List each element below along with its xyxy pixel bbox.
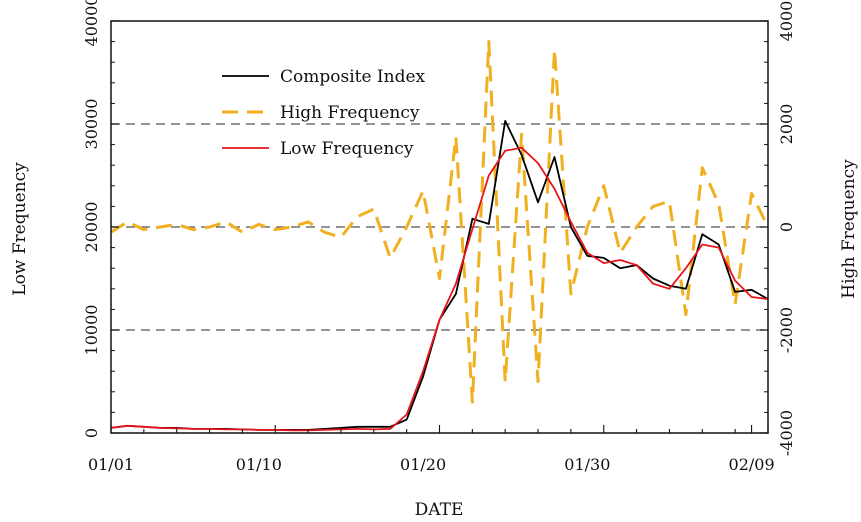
y-left-tick-label: 0: [82, 428, 101, 438]
series-line-low-frequency: [110, 146, 769, 432]
y-right-tick-label: 4000: [777, 1, 796, 42]
x-tick-label: 01/20: [400, 455, 446, 474]
x-tick-label: 01/01: [88, 455, 134, 474]
y-left-tick-label: 30000: [82, 99, 101, 150]
gridlines: [111, 123, 768, 331]
x-tick-label: 01/10: [236, 455, 282, 474]
x-tick-label: 01/30: [564, 455, 610, 474]
y-right-tick-label: -2000: [777, 307, 796, 353]
y-right-tick-label: 0: [777, 222, 796, 232]
x-tick-label: 02/09: [729, 455, 775, 474]
legend-label: High Frequency: [280, 103, 420, 123]
series-layer: [110, 40, 770, 432]
series-line-high-frequency: [110, 40, 770, 404]
legend: Composite Index High Frequency Low Frequen…: [222, 67, 426, 159]
y-axis-title-right: High Frequency: [839, 159, 859, 299]
legend-label: Low Frequency: [280, 139, 414, 159]
y-axis-title-left: Low Frequency: [10, 162, 30, 296]
x-axis-title: DATE: [415, 500, 464, 520]
y-left-tick-label: 20000: [82, 202, 101, 253]
legend-label: Composite Index: [280, 67, 426, 87]
axis-ticks: 0 10000 20000 30000 40000 -4000 -2000 0 2000 4000…: [82, 0, 796, 474]
y-left-tick-label: 10000: [82, 305, 101, 356]
y-right-tick-label: 2000: [777, 104, 796, 145]
y-left-tick-label: 40000: [82, 0, 101, 46]
y-right-tick-label: -4000: [777, 410, 796, 456]
